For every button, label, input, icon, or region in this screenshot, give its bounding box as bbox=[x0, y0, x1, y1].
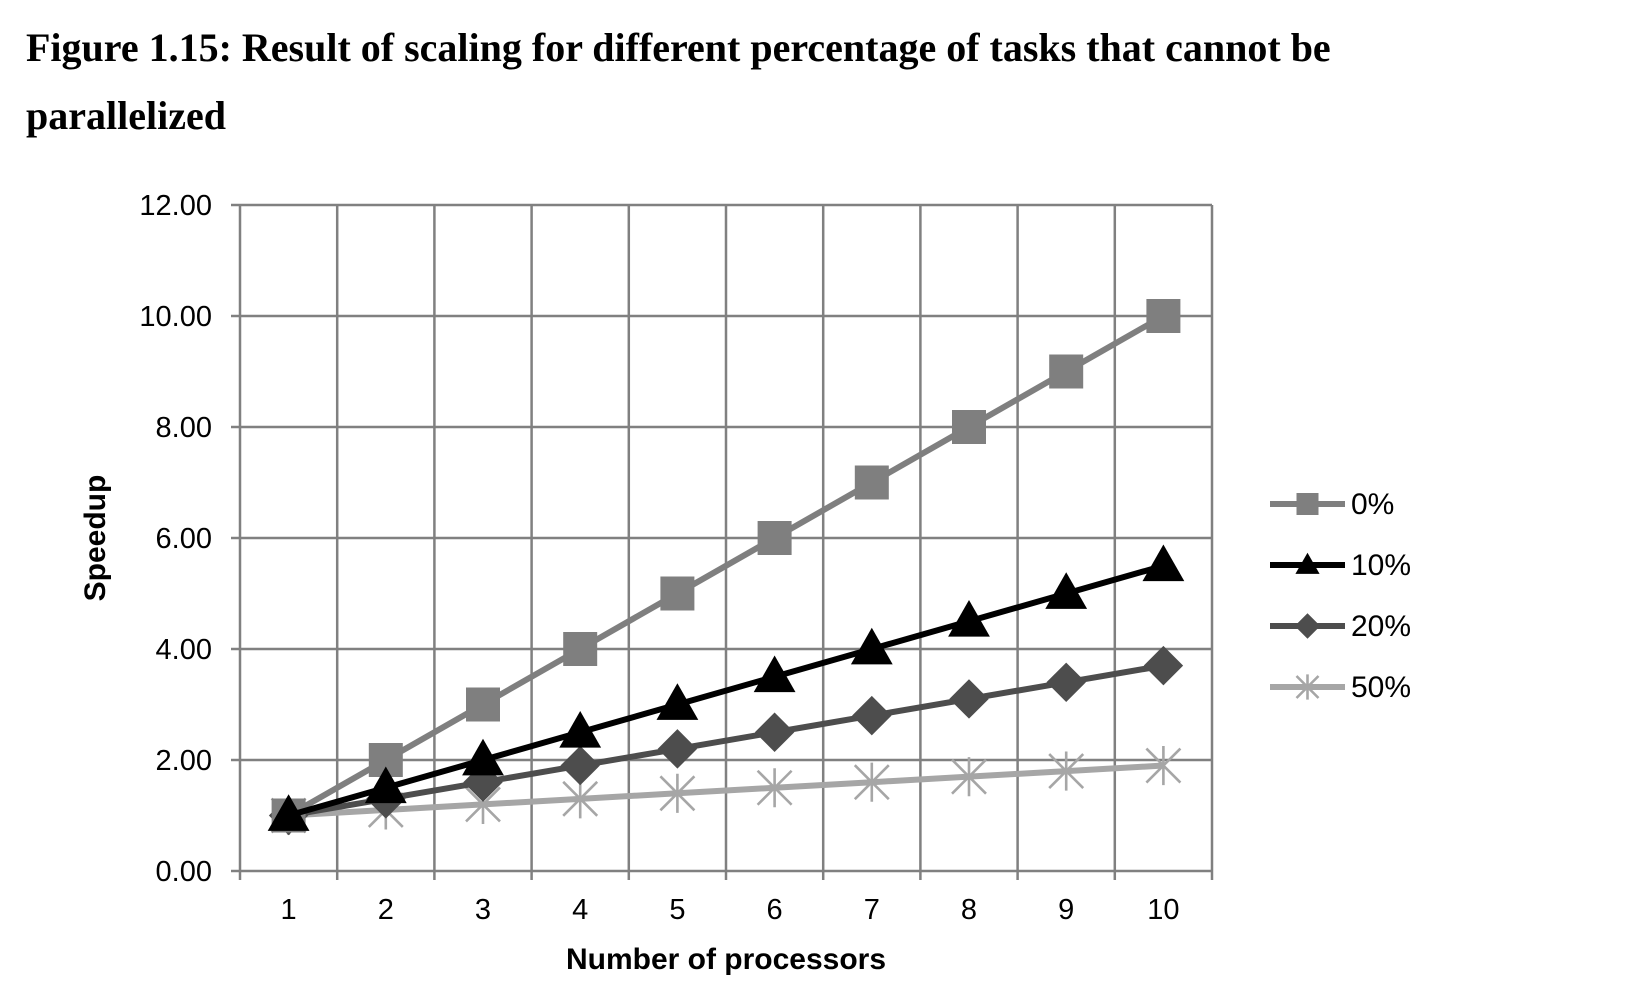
series-50pct-point bbox=[756, 768, 793, 808]
x-tick-label: 10 bbox=[1147, 894, 1179, 926]
legend-item-0pct-label: 0% bbox=[1351, 488, 1394, 521]
chart-axes: 0.00 2.00 4.00 6.00 8.00 10.00 12.00 1 2 3 4 5 6 7 8 9 1… bbox=[79, 190, 1214, 976]
series-20pct-point bbox=[657, 729, 698, 769]
series-10pct-point bbox=[267, 794, 310, 831]
series-10pct-point bbox=[753, 655, 796, 693]
series-0pct-point bbox=[563, 632, 598, 666]
y-tick-label: 4.00 bbox=[156, 634, 212, 666]
series-50pct-point bbox=[951, 757, 987, 797]
legend-item-10pct: 10% bbox=[1270, 549, 1411, 582]
y-tick-label: 2.00 bbox=[156, 745, 212, 777]
series-50pct-point bbox=[853, 762, 890, 802]
x-tick-label: 7 bbox=[864, 894, 880, 926]
series-20pct-line bbox=[288, 662, 1164, 819]
series-0pct-point bbox=[757, 521, 792, 555]
series-20pct-point bbox=[949, 679, 989, 719]
legend-item-50pct-label: 50% bbox=[1351, 671, 1411, 704]
series-50pct-point bbox=[562, 779, 599, 819]
series-50pct-point bbox=[1145, 746, 1182, 786]
x-tick-label: 1 bbox=[281, 894, 297, 926]
y-tick-label: 8.00 bbox=[156, 412, 212, 444]
series-10pct-point bbox=[850, 627, 893, 665]
chart-series bbox=[267, 299, 1185, 836]
series-0pct-point bbox=[952, 410, 986, 444]
chart-legend: 0% 10% 20% 50% bbox=[1270, 488, 1411, 704]
legend-item-20pct: 20% bbox=[1270, 610, 1411, 643]
legend-item-20pct-marker bbox=[1294, 613, 1321, 639]
series-50pct-line bbox=[288, 762, 1164, 819]
y-tick-label: 12.00 bbox=[139, 190, 212, 222]
y-tick-label: 6.00 bbox=[156, 523, 212, 555]
series-20pct-point bbox=[754, 712, 795, 752]
figure-caption-line-2: parallelized bbox=[26, 93, 226, 138]
series-0pct-point bbox=[466, 687, 500, 722]
series-20pct-point bbox=[1046, 662, 1086, 703]
y-tick-label: 0.00 bbox=[156, 856, 212, 888]
series-10pct-point bbox=[1045, 572, 1088, 609]
figure-caption-line-1: Figure 1.15: Result of scaling for diffe… bbox=[26, 25, 1331, 70]
legend-item-50pct-marker bbox=[1295, 674, 1320, 700]
series-10pct-point bbox=[948, 600, 990, 637]
series-0pct-point bbox=[660, 576, 695, 611]
legend-item-0pct-marker bbox=[1296, 493, 1319, 515]
series-20pct-point bbox=[1143, 645, 1184, 686]
series-0pct-line bbox=[287, 313, 1165, 819]
series-10pct-point bbox=[364, 766, 407, 804]
series-10pct-point bbox=[559, 711, 602, 748]
series-50pct-point bbox=[659, 773, 696, 813]
series-10pct bbox=[267, 544, 1185, 831]
x-tick-label: 4 bbox=[572, 894, 588, 926]
legend-item-20pct-label: 20% bbox=[1351, 610, 1411, 643]
y-axis-title: Speedup bbox=[79, 475, 112, 602]
chart-grid bbox=[240, 203, 1214, 871]
series-20pct-point bbox=[463, 762, 503, 802]
legend-item-10pct-label: 10% bbox=[1351, 549, 1411, 582]
series-0pct-point bbox=[1049, 354, 1084, 389]
series-0pct-point bbox=[1146, 299, 1181, 333]
x-tick-label: 6 bbox=[767, 894, 783, 926]
legend-item-0pct: 0% bbox=[1270, 488, 1394, 521]
series-10pct-point bbox=[1142, 544, 1185, 582]
x-tick-label: 8 bbox=[961, 894, 977, 926]
series-0pct-point bbox=[854, 465, 889, 500]
legend-item-10pct-marker bbox=[1295, 552, 1320, 574]
series-10pct-point bbox=[462, 738, 504, 776]
series-20pct-point bbox=[852, 695, 892, 736]
series-10pct-line bbox=[287, 562, 1165, 819]
series-20pct-point bbox=[560, 745, 600, 786]
x-tick-label: 9 bbox=[1058, 894, 1074, 926]
x-tick-label: 5 bbox=[669, 894, 685, 926]
y-tick-label: 10.00 bbox=[139, 301, 212, 333]
figure-caption: Figure 1.15: Result of scaling for diffe… bbox=[26, 14, 1586, 150]
series-50pct-point bbox=[1048, 751, 1085, 791]
series-10pct-point bbox=[656, 683, 699, 720]
legend-item-50pct: 50% bbox=[1270, 671, 1411, 704]
x-tick-label: 2 bbox=[378, 894, 394, 926]
x-axis-title: Number of processors bbox=[566, 943, 886, 976]
x-tick-label: 3 bbox=[475, 894, 491, 926]
